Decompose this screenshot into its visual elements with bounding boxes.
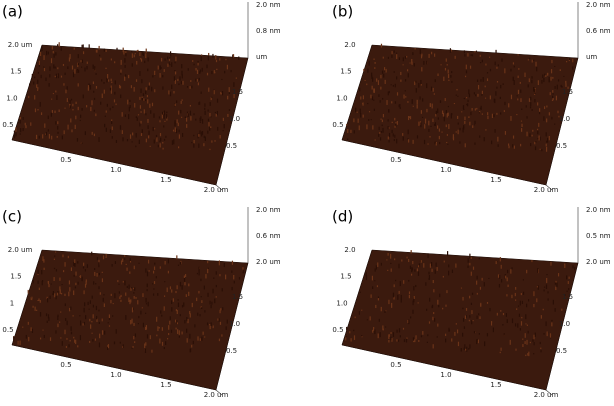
z-tick-label: um [586, 53, 597, 61]
x-tick-label: 2.0 um [204, 186, 229, 194]
y-tick-label: 1.5 [232, 293, 243, 301]
afm-panel: (a) 2.0 nm 0.8 nm um 2.0 um 1.5 1.0 0.5 1.5 1.0 0.… [2, 1, 281, 194]
x-tick-label: 0.5 [60, 361, 71, 369]
y-tick-label: 1.5 [562, 88, 573, 96]
z-tick-label: 2.0 um [586, 258, 611, 266]
x-tick-label: 2.0 um [204, 391, 229, 399]
z-tick-label: 2.0 um [256, 258, 281, 266]
y-tick-label: 1.0 [229, 320, 240, 328]
x-tick-label: 0.5 [390, 361, 401, 369]
y-tick-label: 0.5 [226, 347, 237, 355]
y-tick-label: 1.5 [232, 88, 243, 96]
y-tick-label: 1.0 [6, 94, 17, 102]
y-tick-label: 1.5 [10, 68, 21, 76]
y-tick-label: 2.0 um [8, 246, 33, 254]
x-tick-label: 1.0 [440, 166, 451, 174]
afm-panel: (d) 2.0 nm 0.5 nm 2.0 um 2.0 1.5 1.0 0.5 1.5 1.0 0… [332, 206, 611, 399]
x-tick-label: 1.0 [440, 371, 451, 379]
x-tick-label: 1.5 [490, 176, 501, 184]
z-tick-label: 2.0 nm [256, 206, 281, 214]
z-tick-label: 2.0 nm [256, 1, 281, 9]
y-tick-label: 0.5 [226, 142, 237, 150]
panel-label: (d) [332, 208, 353, 226]
panel-label: (a) [2, 3, 23, 21]
y-tick-label: 0.5 [556, 347, 567, 355]
z-tick-label: 2.0 nm [586, 206, 611, 214]
x-tick-label: 2.0 um [534, 391, 559, 399]
surface [11, 44, 249, 186]
y-tick-label: 2.0 [344, 246, 355, 254]
z-tick-label: um [256, 53, 267, 61]
y-tick-label: 1.5 [562, 293, 573, 301]
y-tick-label: 1.0 [229, 115, 240, 123]
y-tick-label: 0.5 [332, 326, 343, 334]
x-tick-label: 0.5 [60, 156, 71, 164]
axis-edge [215, 184, 223, 191]
y-tick-label: 1.0 [559, 320, 570, 328]
y-tick-label: 1.5 [340, 273, 351, 281]
x-tick-label: 0.5 [390, 156, 401, 164]
x-tick-label: 1.0 [110, 166, 121, 174]
z-tick-label: 0.6 nm [256, 232, 281, 240]
afm-panel: (c) 2.0 nm 0.6 nm 2.0 um 2.0 um 1.5 1 0.5 1.5 1.0… [2, 206, 281, 399]
surface [11, 249, 249, 391]
z-tick-label: 2.0 nm [586, 1, 611, 9]
axis-edge [215, 389, 223, 396]
y-tick-label: 0.5 [2, 326, 13, 334]
y-tick-label: 0.5 [332, 121, 343, 129]
x-tick-label: 1.5 [160, 176, 171, 184]
y-tick-label: 1.5 [340, 68, 351, 76]
x-tick-label: 2.0 um [534, 186, 559, 194]
x-tick-label: 1.0 [110, 371, 121, 379]
y-tick-label: 1.0 [336, 94, 347, 102]
y-tick-label: 0.5 [2, 121, 13, 129]
y-tick-label: 2.0 um [8, 41, 33, 49]
x-tick-label: 1.5 [160, 381, 171, 389]
panel-label: (b) [332, 3, 353, 21]
x-tick-label: 1.5 [490, 381, 501, 389]
afm-panel: (b) 2.0 nm 0.6 nm um 2.0 1.5 1.0 0.5 1.5 1.0 0.5 0.… [332, 1, 611, 194]
y-tick-label: 1 [10, 299, 14, 307]
y-tick-label: 1.0 [559, 115, 570, 123]
y-tick-label: 1.5 [10, 273, 21, 281]
y-tick-label: 0.5 [556, 142, 567, 150]
y-tick-label: 2.0 [344, 41, 355, 49]
y-tick-label: 1.0 [336, 299, 347, 307]
z-tick-label: 0.5 nm [586, 232, 611, 240]
z-tick-label: 0.6 nm [586, 27, 611, 35]
z-tick-label: 0.8 nm [256, 27, 281, 35]
axis-edge [545, 389, 553, 396]
panel-label: (c) [2, 208, 22, 226]
axis-edge [545, 184, 553, 191]
